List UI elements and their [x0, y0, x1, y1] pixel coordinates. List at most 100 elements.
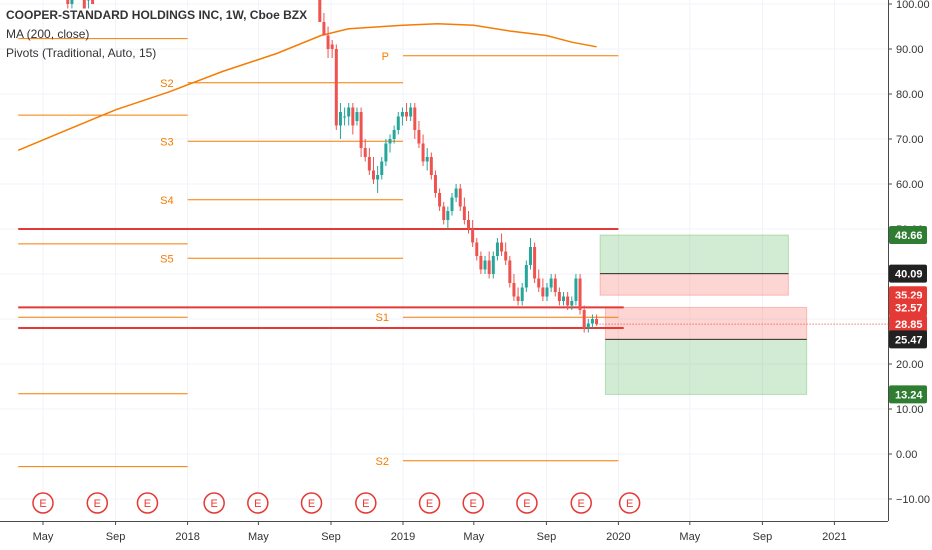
candle-body — [549, 278, 553, 288]
candle-body — [371, 170, 375, 180]
candle — [347, 103, 351, 126]
candle-body — [590, 319, 594, 324]
candle-body — [450, 197, 454, 211]
candle-body — [413, 107, 417, 130]
candle — [458, 184, 462, 211]
candle — [322, 13, 326, 36]
candle-body — [566, 296, 570, 306]
candle — [483, 256, 487, 274]
candle-body — [66, 0, 70, 4]
candle — [582, 305, 586, 333]
candle — [528, 238, 532, 270]
y-tick-label: 20.00 — [896, 359, 924, 371]
candle-body — [500, 242, 504, 252]
pivot-label: S3 — [160, 136, 173, 148]
candle-body — [508, 260, 512, 283]
candle — [338, 103, 342, 139]
price-label: 32.57 — [889, 298, 927, 317]
candle-body — [458, 188, 462, 207]
candle — [425, 148, 429, 171]
candle-body — [409, 107, 413, 117]
earnings-letter: E — [210, 498, 217, 510]
candle-body — [487, 260, 491, 274]
candle-body — [433, 175, 437, 193]
candle-body — [595, 319, 599, 325]
earnings-marker: E — [570, 492, 592, 514]
candle-body — [479, 256, 483, 270]
indicator-pivots-label[interactable]: Pivots (Traditional, Auto, 15) — [6, 46, 157, 60]
candle — [371, 157, 375, 184]
x-tick-label: Sep — [106, 531, 126, 543]
candle — [491, 251, 495, 279]
position-tools[interactable] — [599, 234, 808, 395]
candle — [442, 202, 446, 225]
candle-body — [442, 206, 446, 220]
candle — [500, 233, 504, 256]
candle — [557, 287, 561, 306]
candle-body — [438, 193, 442, 207]
candle-body — [388, 139, 392, 144]
ma-line — [17, 23, 597, 151]
pivot-label: S2 — [160, 78, 173, 90]
candle-body — [516, 296, 520, 301]
candle — [479, 251, 483, 274]
candle-body — [467, 220, 471, 229]
candle-body — [586, 323, 590, 328]
candle — [590, 314, 594, 328]
earnings-letter: E — [626, 498, 633, 510]
time-axis[interactable]: May Sep 2018 May Sep 2019 May Sep 2020 May Sep 2021 — [0, 521, 888, 543]
candle — [545, 283, 549, 301]
candle-body — [355, 112, 359, 121]
chart-legend: COOPER-STANDARD HOLDINGS INC, 1W, Cboe B… — [6, 6, 307, 63]
candle — [86, 0, 90, 9]
candle-body — [491, 256, 495, 274]
candle-body — [520, 287, 524, 301]
candle — [586, 319, 590, 333]
candle-body — [326, 35, 330, 49]
candle — [524, 260, 528, 292]
candle-body — [512, 283, 516, 297]
pivot-label: S4 — [160, 195, 173, 207]
candle — [380, 157, 384, 180]
horizontal-lines[interactable] — [18, 228, 624, 329]
candle — [533, 242, 537, 283]
x-tick-label: 2021 — [822, 531, 846, 543]
earnings-marker: E — [300, 492, 323, 514]
candle — [330, 40, 334, 58]
price-label-bg — [889, 298, 927, 317]
candle-body — [376, 175, 380, 180]
indicator-ma-label[interactable]: MA (200, close) — [6, 27, 90, 41]
chart-title[interactable]: COOPER-STANDARD HOLDINGS INC, 1W, Cboe B… — [6, 8, 308, 22]
y-tick-label: 0.00 — [896, 449, 917, 461]
price-label-bg — [889, 264, 927, 283]
candle — [318, 0, 322, 22]
earnings-marker: E — [516, 492, 538, 514]
candle — [508, 256, 512, 288]
earnings-marker: E — [136, 492, 159, 514]
candle-body — [454, 188, 458, 198]
candle — [454, 184, 458, 202]
candle — [549, 274, 553, 292]
y-tick-label: −10.00 — [896, 494, 930, 506]
candle-body — [528, 247, 532, 265]
earnings-circle — [203, 492, 225, 514]
earnings-letter: E — [254, 498, 261, 510]
x-tick-label: May — [248, 531, 269, 543]
pivot-levels: S2 S3 S4 S5 P S1 S2 — [18, 38, 619, 468]
candle-body — [396, 116, 400, 130]
earnings-letter: E — [578, 498, 585, 510]
y-tick-label: 10.00 — [896, 404, 924, 416]
price-label-text: 28.85 — [895, 319, 923, 331]
candle — [359, 107, 363, 157]
candle-body — [582, 310, 586, 328]
candle-body — [504, 251, 508, 261]
earnings-marker: E — [203, 492, 225, 514]
candle — [433, 170, 437, 198]
earnings-marker: E — [32, 492, 54, 514]
candle — [512, 274, 516, 301]
price-label-text: 40.09 — [895, 269, 923, 281]
candle — [392, 125, 396, 144]
position-long-profit-zone — [599, 234, 789, 275]
